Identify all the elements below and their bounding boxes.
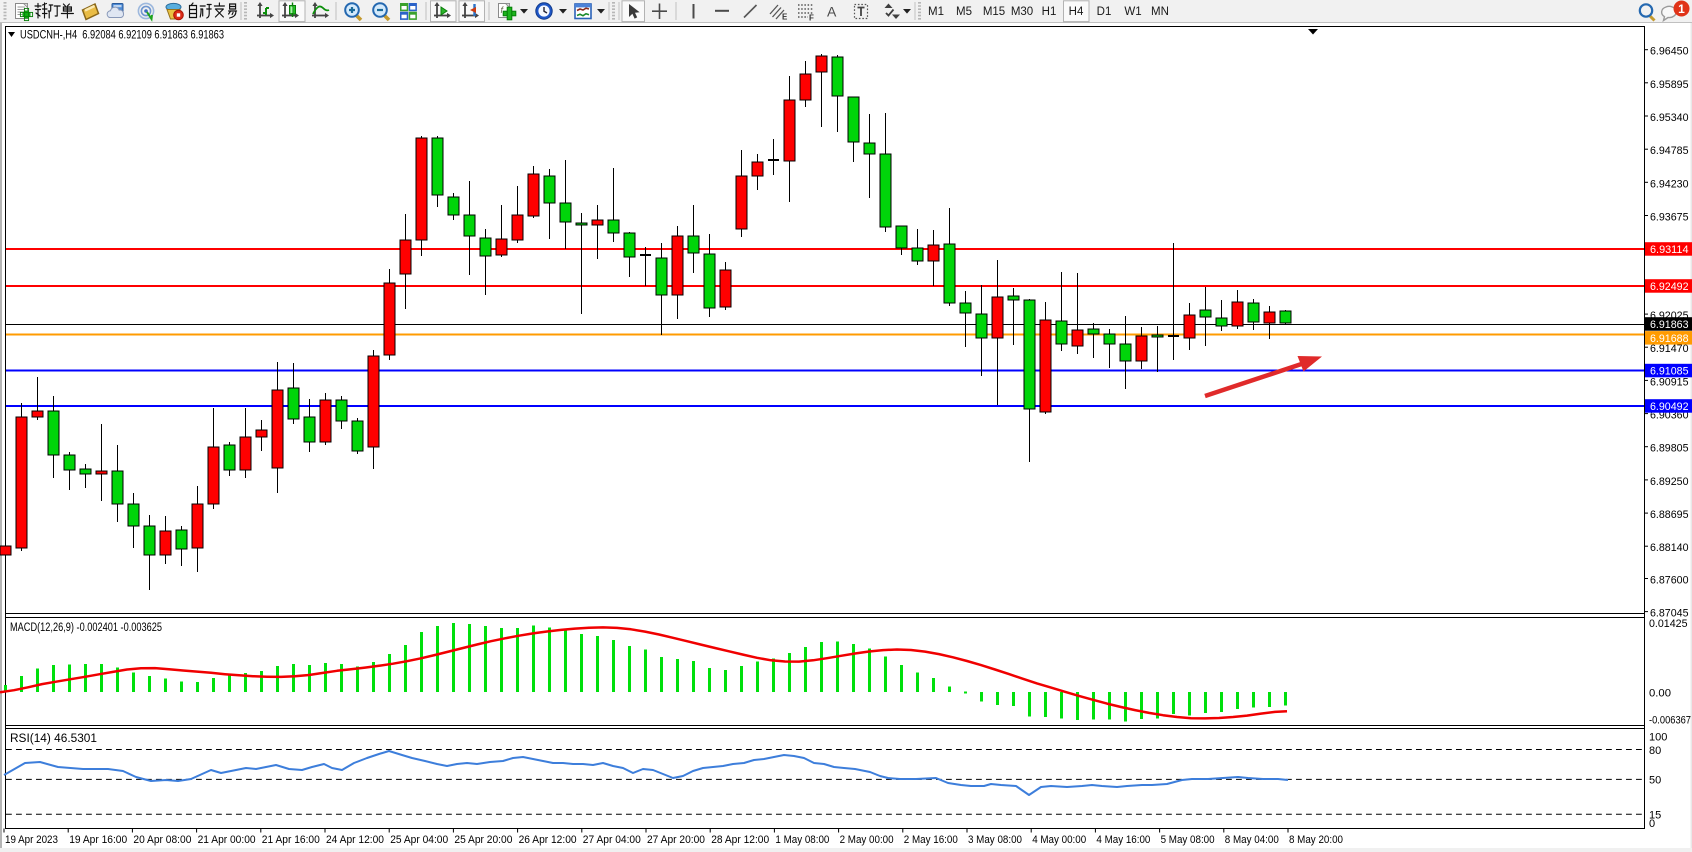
svg-text:6.88140: 6.88140 <box>1650 542 1689 554</box>
svg-text:M30: M30 <box>1011 6 1033 18</box>
svg-text:8 May 20:00: 8 May 20:00 <box>1289 834 1343 846</box>
svg-text:A: A <box>827 4 837 20</box>
svg-text:D1: D1 <box>1097 6 1112 18</box>
svg-text:6.90915: 6.90915 <box>1650 376 1689 388</box>
svg-text:H4: H4 <box>1069 6 1084 18</box>
svg-text:0.00: 0.00 <box>1649 688 1671 700</box>
svg-text:5 May 08:00: 5 May 08:00 <box>1161 834 1215 846</box>
svg-text:6.90492: 6.90492 <box>1650 401 1689 413</box>
svg-text:6.95340: 6.95340 <box>1650 112 1689 124</box>
svg-text:19 Apr 16:00: 19 Apr 16:00 <box>69 834 127 846</box>
svg-text:6.94230: 6.94230 <box>1650 178 1689 190</box>
svg-text:6.92492: 6.92492 <box>1650 281 1689 293</box>
svg-text:4 May 16:00: 4 May 16:00 <box>1096 834 1150 846</box>
svg-text:19 Apr 2023: 19 Apr 2023 <box>5 834 58 846</box>
svg-text:6.94785: 6.94785 <box>1650 145 1689 157</box>
svg-text:M5: M5 <box>956 6 972 18</box>
svg-text:6.91863: 6.91863 <box>1650 319 1689 331</box>
svg-text:6.89250: 6.89250 <box>1650 476 1689 488</box>
svg-text:15: 15 <box>1649 810 1661 822</box>
svg-text:25 Apr 04:00: 25 Apr 04:00 <box>390 834 448 846</box>
svg-text:8 May 04:00: 8 May 04:00 <box>1225 834 1279 846</box>
svg-text:4 May 00:00: 4 May 00:00 <box>1032 834 1086 846</box>
svg-text:21 Apr 16:00: 21 Apr 16:00 <box>262 834 320 846</box>
svg-text:f: f <box>501 5 505 15</box>
svg-text:E: E <box>782 13 788 22</box>
svg-text:27 Apr 04:00: 27 Apr 04:00 <box>583 834 641 846</box>
svg-text:3 May 08:00: 3 May 08:00 <box>968 834 1022 846</box>
svg-text:26 Apr 12:00: 26 Apr 12:00 <box>519 834 577 846</box>
svg-text:0: 0 <box>1649 818 1655 830</box>
svg-text:6.87600: 6.87600 <box>1650 575 1689 587</box>
svg-text:MN: MN <box>1151 6 1169 18</box>
svg-text:M15: M15 <box>983 6 1005 18</box>
svg-text:25 Apr 20:00: 25 Apr 20:00 <box>454 834 512 846</box>
svg-text:6.93114: 6.93114 <box>1650 244 1689 256</box>
svg-text:80: 80 <box>1649 745 1661 757</box>
svg-text:MACD(12,26,9) -0.002401 -0.003: MACD(12,26,9) -0.002401 -0.003625 <box>10 622 162 634</box>
svg-text:6.89805: 6.89805 <box>1650 443 1689 455</box>
svg-text:M1: M1 <box>928 6 944 18</box>
svg-text:0.01425: 0.01425 <box>1649 618 1688 630</box>
svg-text:H1: H1 <box>1042 6 1057 18</box>
svg-text:6.91085: 6.91085 <box>1650 366 1689 378</box>
svg-text:6.93675: 6.93675 <box>1650 212 1689 224</box>
svg-text:6.91688: 6.91688 <box>1650 333 1689 345</box>
svg-text:28 Apr 12:00: 28 Apr 12:00 <box>711 834 769 846</box>
svg-text:2 May 16:00: 2 May 16:00 <box>904 834 958 846</box>
svg-text:6.95895: 6.95895 <box>1650 79 1689 91</box>
svg-text:6.88695: 6.88695 <box>1650 509 1689 521</box>
svg-text:100: 100 <box>1649 732 1667 744</box>
svg-text:RSI(14) 46.5301: RSI(14) 46.5301 <box>10 733 97 745</box>
svg-text:1 May 08:00: 1 May 08:00 <box>775 834 829 846</box>
svg-text:1: 1 <box>1678 2 1685 16</box>
svg-text:USDCNH-,H4 6.92084 6.92109 6.: USDCNH-,H4 6.92084 6.92109 6.91863 6.918… <box>20 30 224 42</box>
svg-text:W1: W1 <box>1124 6 1141 18</box>
svg-text:27 Apr 20:00: 27 Apr 20:00 <box>647 834 705 846</box>
svg-text:50: 50 <box>1649 775 1661 787</box>
svg-text:21 Apr 00:00: 21 Apr 00:00 <box>198 834 256 846</box>
svg-text:2 May 00:00: 2 May 00:00 <box>840 834 894 846</box>
svg-text:6.87045: 6.87045 <box>1650 608 1689 620</box>
svg-text:F: F <box>809 14 814 23</box>
svg-text:20 Apr 08:00: 20 Apr 08:00 <box>133 834 191 846</box>
svg-text:-0.006367: -0.006367 <box>1649 715 1691 727</box>
svg-text:6.96450: 6.96450 <box>1650 46 1689 58</box>
svg-text:24 Apr 12:00: 24 Apr 12:00 <box>326 834 384 846</box>
svg-text:6.91470: 6.91470 <box>1650 343 1689 355</box>
